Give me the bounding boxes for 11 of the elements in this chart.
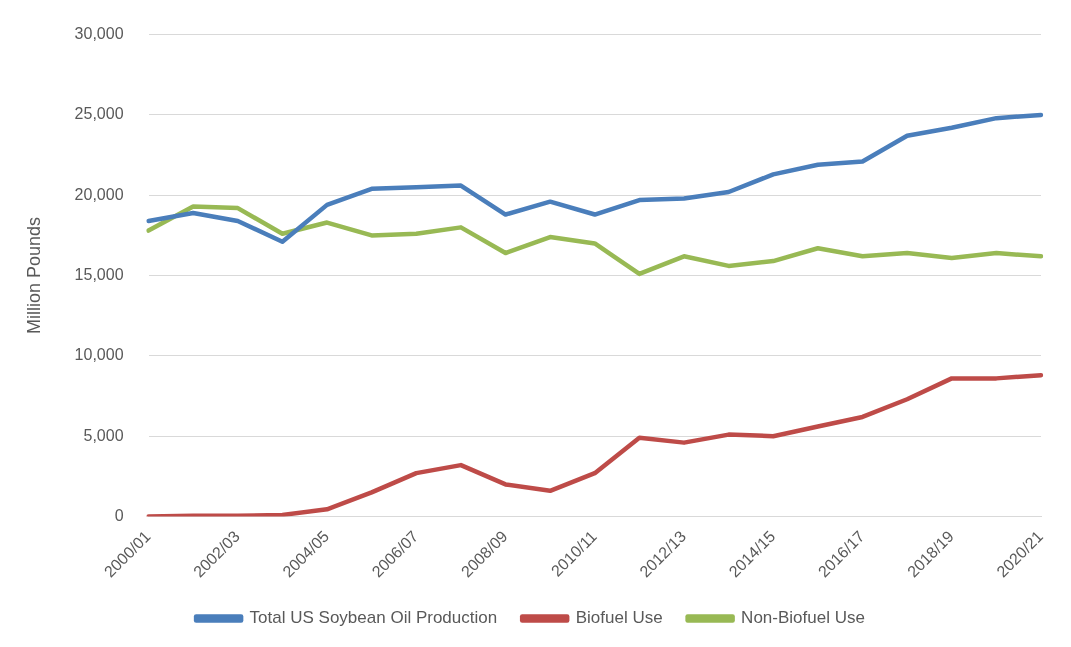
y-tick-label: 10,000 (74, 346, 124, 364)
y-tick-label: 15,000 (74, 265, 124, 283)
y-tick-label: 25,000 (74, 105, 124, 123)
y-tick-label: 30,000 (74, 25, 124, 43)
y-tick-label: 0 (114, 506, 124, 524)
legend-label: Total US Soybean Oil Production (249, 608, 498, 628)
legend-label: Non-Biofuel Use (741, 608, 865, 628)
y-tick-label: 5,000 (83, 426, 124, 444)
y-tick-label: 20,000 (74, 185, 124, 203)
legend-label: Biofuel Use (575, 608, 663, 628)
y-axis-title: Million Pounds (23, 217, 44, 335)
